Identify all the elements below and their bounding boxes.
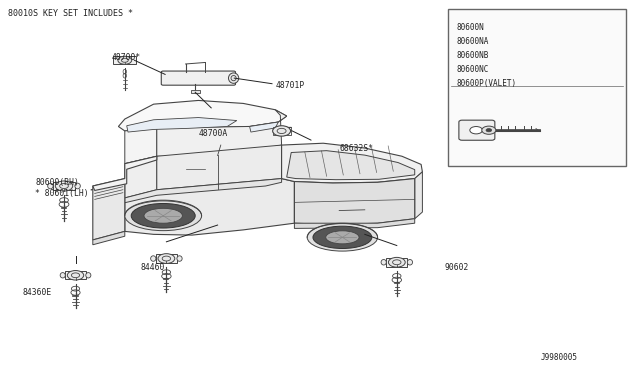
Bar: [113, 56, 136, 64]
Ellipse shape: [131, 203, 195, 228]
Polygon shape: [118, 100, 287, 131]
Polygon shape: [294, 179, 415, 225]
Polygon shape: [127, 118, 237, 132]
Polygon shape: [282, 143, 422, 183]
Ellipse shape: [228, 73, 239, 83]
Polygon shape: [93, 179, 125, 240]
Circle shape: [470, 126, 483, 134]
Ellipse shape: [307, 224, 378, 251]
Polygon shape: [287, 151, 415, 180]
Polygon shape: [125, 179, 282, 203]
FancyBboxPatch shape: [161, 71, 236, 85]
Text: 80600NB: 80600NB: [457, 51, 490, 60]
Ellipse shape: [75, 183, 81, 189]
Circle shape: [118, 56, 132, 64]
Ellipse shape: [60, 273, 65, 278]
Bar: [53, 182, 75, 190]
Text: 48700A: 48700A: [198, 129, 228, 138]
Text: 84460: 84460: [141, 263, 165, 272]
Text: 48701P: 48701P: [275, 81, 305, 90]
Circle shape: [158, 254, 175, 263]
Bar: [156, 254, 177, 263]
Polygon shape: [125, 179, 294, 235]
FancyBboxPatch shape: [459, 120, 495, 140]
Circle shape: [482, 126, 496, 134]
Ellipse shape: [177, 256, 182, 261]
Text: 80600NC: 80600NC: [457, 65, 490, 74]
Text: 48700*: 48700*: [112, 53, 141, 62]
Polygon shape: [157, 110, 287, 156]
Polygon shape: [157, 145, 282, 190]
Ellipse shape: [381, 260, 387, 265]
Text: 80600(RH): 80600(RH): [35, 178, 79, 187]
Bar: [273, 127, 291, 135]
Ellipse shape: [125, 201, 202, 231]
Circle shape: [388, 257, 405, 267]
Polygon shape: [125, 156, 157, 198]
Bar: [448, 9, 626, 166]
Polygon shape: [250, 122, 278, 132]
Circle shape: [67, 270, 84, 280]
Text: 90602: 90602: [445, 263, 469, 272]
Circle shape: [486, 129, 492, 132]
Ellipse shape: [47, 183, 53, 189]
Text: 80010S KEY SET INCLUDES *: 80010S KEY SET INCLUDES *: [8, 9, 132, 18]
Ellipse shape: [407, 260, 413, 265]
Text: 80600NA: 80600NA: [457, 37, 490, 46]
Text: 68632S*: 68632S*: [339, 144, 373, 153]
Bar: [191, 90, 200, 93]
Text: 80600N: 80600N: [457, 23, 484, 32]
Text: J9980005: J9980005: [541, 353, 578, 362]
Ellipse shape: [313, 226, 372, 248]
Polygon shape: [93, 156, 157, 190]
Bar: [65, 271, 86, 279]
Circle shape: [273, 126, 291, 136]
Text: 80600P(VALET): 80600P(VALET): [457, 79, 517, 88]
Ellipse shape: [150, 256, 156, 261]
Text: * 80601(LH): * 80601(LH): [35, 189, 89, 198]
Polygon shape: [415, 172, 422, 219]
Polygon shape: [93, 231, 125, 245]
Ellipse shape: [144, 208, 182, 223]
Text: 84360E: 84360E: [22, 288, 52, 296]
Polygon shape: [125, 127, 157, 164]
Ellipse shape: [326, 231, 359, 244]
Bar: [387, 258, 407, 266]
Ellipse shape: [86, 273, 91, 278]
Circle shape: [55, 181, 73, 191]
Polygon shape: [294, 219, 415, 228]
